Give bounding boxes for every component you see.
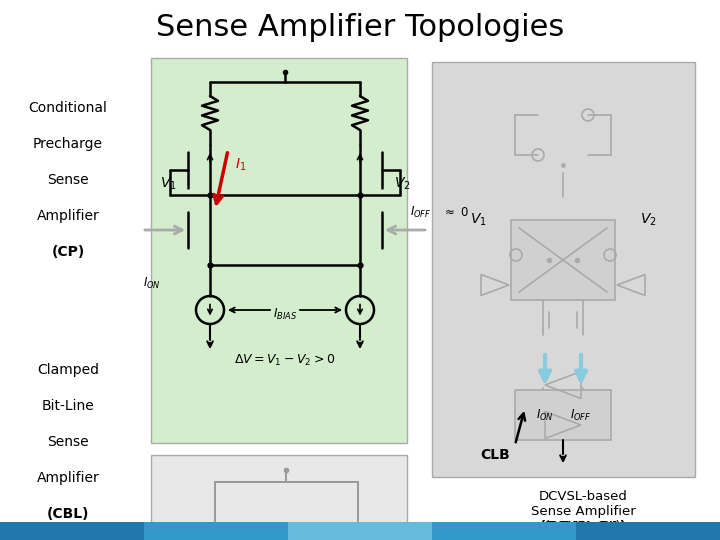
Text: $I_{ON}$: $I_{ON}$ bbox=[143, 275, 161, 291]
Bar bbox=[0, 522, 146, 540]
Bar bbox=[576, 522, 720, 540]
Text: $I_1$: $I_1$ bbox=[235, 157, 246, 173]
Text: CLB: CLB bbox=[480, 448, 510, 462]
Text: Conditional: Conditional bbox=[29, 101, 107, 115]
Text: $V_2$: $V_2$ bbox=[395, 530, 410, 540]
Text: Sense Amplifier Topologies: Sense Amplifier Topologies bbox=[156, 14, 564, 43]
Bar bbox=[432, 522, 578, 540]
Text: (CBL): (CBL) bbox=[47, 507, 89, 521]
Text: $V_2$: $V_2$ bbox=[394, 176, 410, 192]
Bar bbox=[288, 522, 434, 540]
Text: Amplifier: Amplifier bbox=[37, 209, 99, 223]
Text: Clamped: Clamped bbox=[37, 363, 99, 377]
Text: $I_{BIAS}$: $I_{BIAS}$ bbox=[273, 306, 297, 321]
Bar bbox=[151, 58, 407, 443]
Text: Amplifier: Amplifier bbox=[37, 471, 99, 485]
Text: Precharge: Precharge bbox=[33, 137, 103, 151]
Text: $\Delta V = V_1 - V_2 > 0$: $\Delta V = V_1 - V_2 > 0$ bbox=[235, 353, 336, 368]
Text: Sense: Sense bbox=[48, 435, 89, 449]
Bar bbox=[151, 455, 407, 540]
Text: Sense: Sense bbox=[48, 173, 89, 187]
Text: $V_1$: $V_1$ bbox=[469, 212, 487, 228]
Bar bbox=[515, 390, 611, 440]
Bar bbox=[432, 62, 695, 477]
Bar bbox=[511, 220, 615, 300]
Bar bbox=[144, 522, 290, 540]
Text: Bit-Line: Bit-Line bbox=[42, 399, 94, 413]
Text: (CP): (CP) bbox=[51, 245, 85, 259]
Text: $\approx$ 0: $\approx$ 0 bbox=[442, 206, 469, 219]
Text: (DCVSL-SA): (DCVSL-SA) bbox=[539, 490, 626, 533]
Text: $I_{ON}$: $I_{ON}$ bbox=[536, 408, 554, 422]
Text: DCVSL-based
Sense Amplifier
(DCVSL-SA): DCVSL-based Sense Amplifier (DCVSL-SA) bbox=[531, 490, 635, 533]
Text: $V_2$: $V_2$ bbox=[639, 212, 657, 228]
Text: $V_1$: $V_1$ bbox=[160, 176, 176, 192]
Text: $V_1$: $V_1$ bbox=[163, 530, 179, 540]
Text: $I_{OFF}$: $I_{OFF}$ bbox=[570, 408, 592, 422]
Text: $I_{OFF}$: $I_{OFF}$ bbox=[410, 205, 431, 220]
